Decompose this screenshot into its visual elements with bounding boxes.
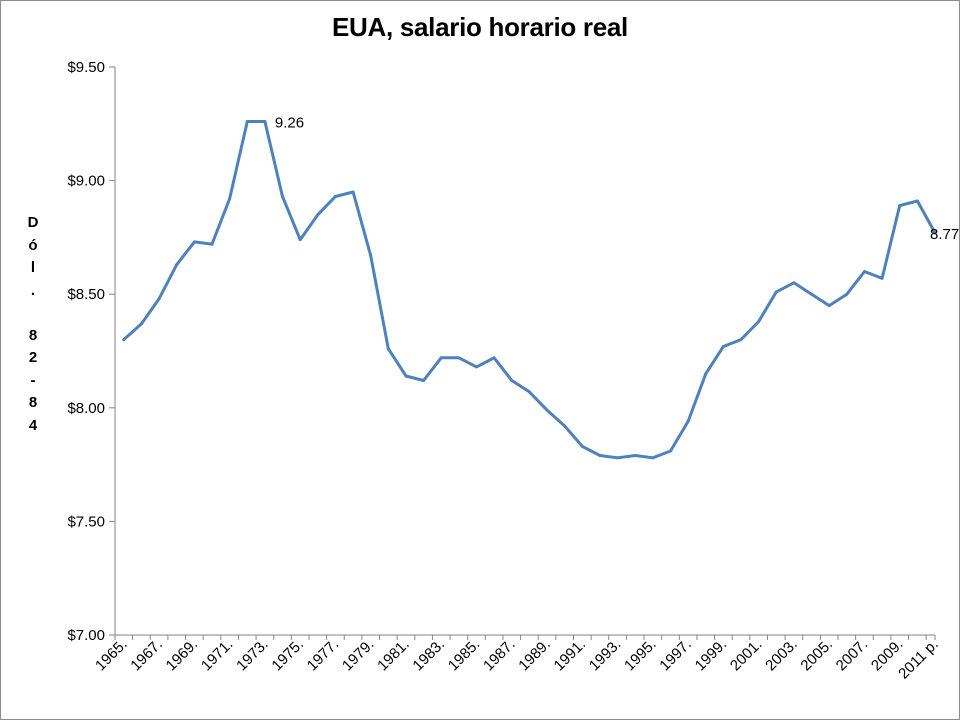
y-axis-label-char: ó bbox=[28, 236, 38, 254]
y-axis-label-char: 8 bbox=[28, 394, 38, 411]
x-tick-label: 1975. bbox=[268, 636, 307, 675]
data-point bbox=[492, 356, 496, 360]
data-point bbox=[404, 374, 408, 378]
x-tick-label: 2007. bbox=[833, 636, 872, 675]
data-point bbox=[915, 199, 919, 203]
data-label: 8.77 bbox=[930, 226, 959, 243]
x-tick-label: 2005. bbox=[797, 636, 836, 675]
x-tick-label: 1973. bbox=[233, 636, 272, 675]
x-tick-label: 1967. bbox=[127, 636, 166, 675]
data-point bbox=[316, 213, 320, 217]
x-tick-label: 1969. bbox=[163, 636, 202, 675]
axes bbox=[114, 67, 935, 636]
data-point bbox=[298, 238, 302, 242]
data-point bbox=[510, 379, 514, 383]
data-point bbox=[757, 319, 761, 323]
data-point bbox=[245, 120, 249, 124]
y-tick-label: $9.50 bbox=[67, 59, 105, 76]
data-point bbox=[439, 356, 443, 360]
x-tick-label: 1997. bbox=[656, 636, 695, 675]
x-tick-label: 1985. bbox=[445, 636, 484, 675]
x-tick-label: 1991. bbox=[551, 636, 590, 675]
data-point bbox=[616, 456, 620, 460]
data-point bbox=[386, 347, 390, 351]
y-axis-label-char: 4 bbox=[28, 416, 38, 434]
data-point bbox=[545, 408, 549, 412]
data-point bbox=[774, 290, 778, 294]
data-point bbox=[898, 204, 902, 208]
x-tick-label: 1999. bbox=[692, 636, 731, 675]
data-point bbox=[598, 454, 602, 458]
x-ticks: 1965.1967.1969.1971.1973.1975.1977.1979.… bbox=[92, 635, 942, 682]
data-point bbox=[845, 292, 849, 296]
data-point bbox=[457, 356, 461, 360]
data-label: 9.26 bbox=[275, 115, 304, 132]
data-point bbox=[175, 263, 179, 267]
data-point bbox=[333, 195, 337, 199]
data-point bbox=[668, 449, 672, 453]
y-tick-label: $8.50 bbox=[67, 286, 105, 303]
data-point bbox=[210, 242, 214, 246]
data-point bbox=[139, 322, 143, 326]
data-point bbox=[369, 254, 373, 258]
data-point bbox=[827, 304, 831, 308]
data-point bbox=[422, 379, 426, 383]
data-point bbox=[580, 444, 584, 448]
y-axis-label-char: 2 bbox=[28, 349, 38, 366]
data-point bbox=[475, 365, 479, 369]
series bbox=[122, 120, 937, 460]
data-labels: 9.26 8.77 bbox=[275, 115, 959, 243]
x-tick-label: 1983. bbox=[409, 636, 448, 675]
data-point bbox=[651, 456, 655, 460]
series-line bbox=[122, 120, 937, 460]
data-point bbox=[527, 390, 531, 394]
y-tick-label: $9.00 bbox=[67, 173, 105, 190]
x-tick-label: 1981. bbox=[374, 636, 413, 675]
x-tick-label: 1979. bbox=[339, 636, 378, 675]
y-tick-label: $7.50 bbox=[67, 513, 105, 530]
y-axis-label-char: 8 bbox=[28, 326, 38, 344]
y-ticks: $7.00 $7.50 $8.00 $8.50 $9.00 $9.50 bbox=[67, 59, 115, 644]
data-point bbox=[721, 344, 725, 348]
chart-title: EUA, salario horario real bbox=[332, 12, 628, 42]
data-point bbox=[263, 120, 267, 124]
data-point bbox=[739, 338, 743, 342]
data-point bbox=[351, 190, 355, 194]
data-point bbox=[933, 231, 937, 235]
data-point bbox=[563, 424, 567, 428]
data-point bbox=[281, 195, 285, 199]
data-point bbox=[704, 372, 708, 376]
data-point bbox=[792, 281, 796, 285]
x-tick-label: 1977. bbox=[304, 636, 343, 675]
y-axis-label-char: D bbox=[27, 214, 39, 231]
x-tick-label: 1987. bbox=[480, 636, 519, 675]
data-point bbox=[862, 269, 866, 273]
x-tick-label: 1971. bbox=[198, 636, 237, 675]
x-tick-label: 1993. bbox=[586, 636, 625, 675]
x-tick-label: 2003. bbox=[762, 636, 801, 675]
data-point bbox=[810, 292, 814, 296]
x-tick-label: 1989. bbox=[515, 636, 554, 675]
data-point bbox=[686, 419, 690, 423]
y-axis-label-char: . bbox=[30, 281, 36, 299]
data-point bbox=[633, 454, 637, 458]
x-tick-label: 2011 p. bbox=[895, 636, 942, 683]
data-point bbox=[192, 240, 196, 244]
x-tick-label: 2001. bbox=[727, 636, 766, 675]
data-point bbox=[228, 197, 232, 201]
y-axis-label-char: l bbox=[30, 259, 36, 276]
data-point bbox=[880, 276, 884, 280]
data-point bbox=[122, 338, 126, 342]
y-tick-label: $7.00 bbox=[67, 627, 105, 644]
data-point bbox=[157, 297, 161, 301]
y-axis-label-char: - bbox=[30, 371, 36, 389]
x-tick-label: 1995. bbox=[621, 636, 660, 675]
y-tick-label: $8.00 bbox=[67, 400, 105, 417]
